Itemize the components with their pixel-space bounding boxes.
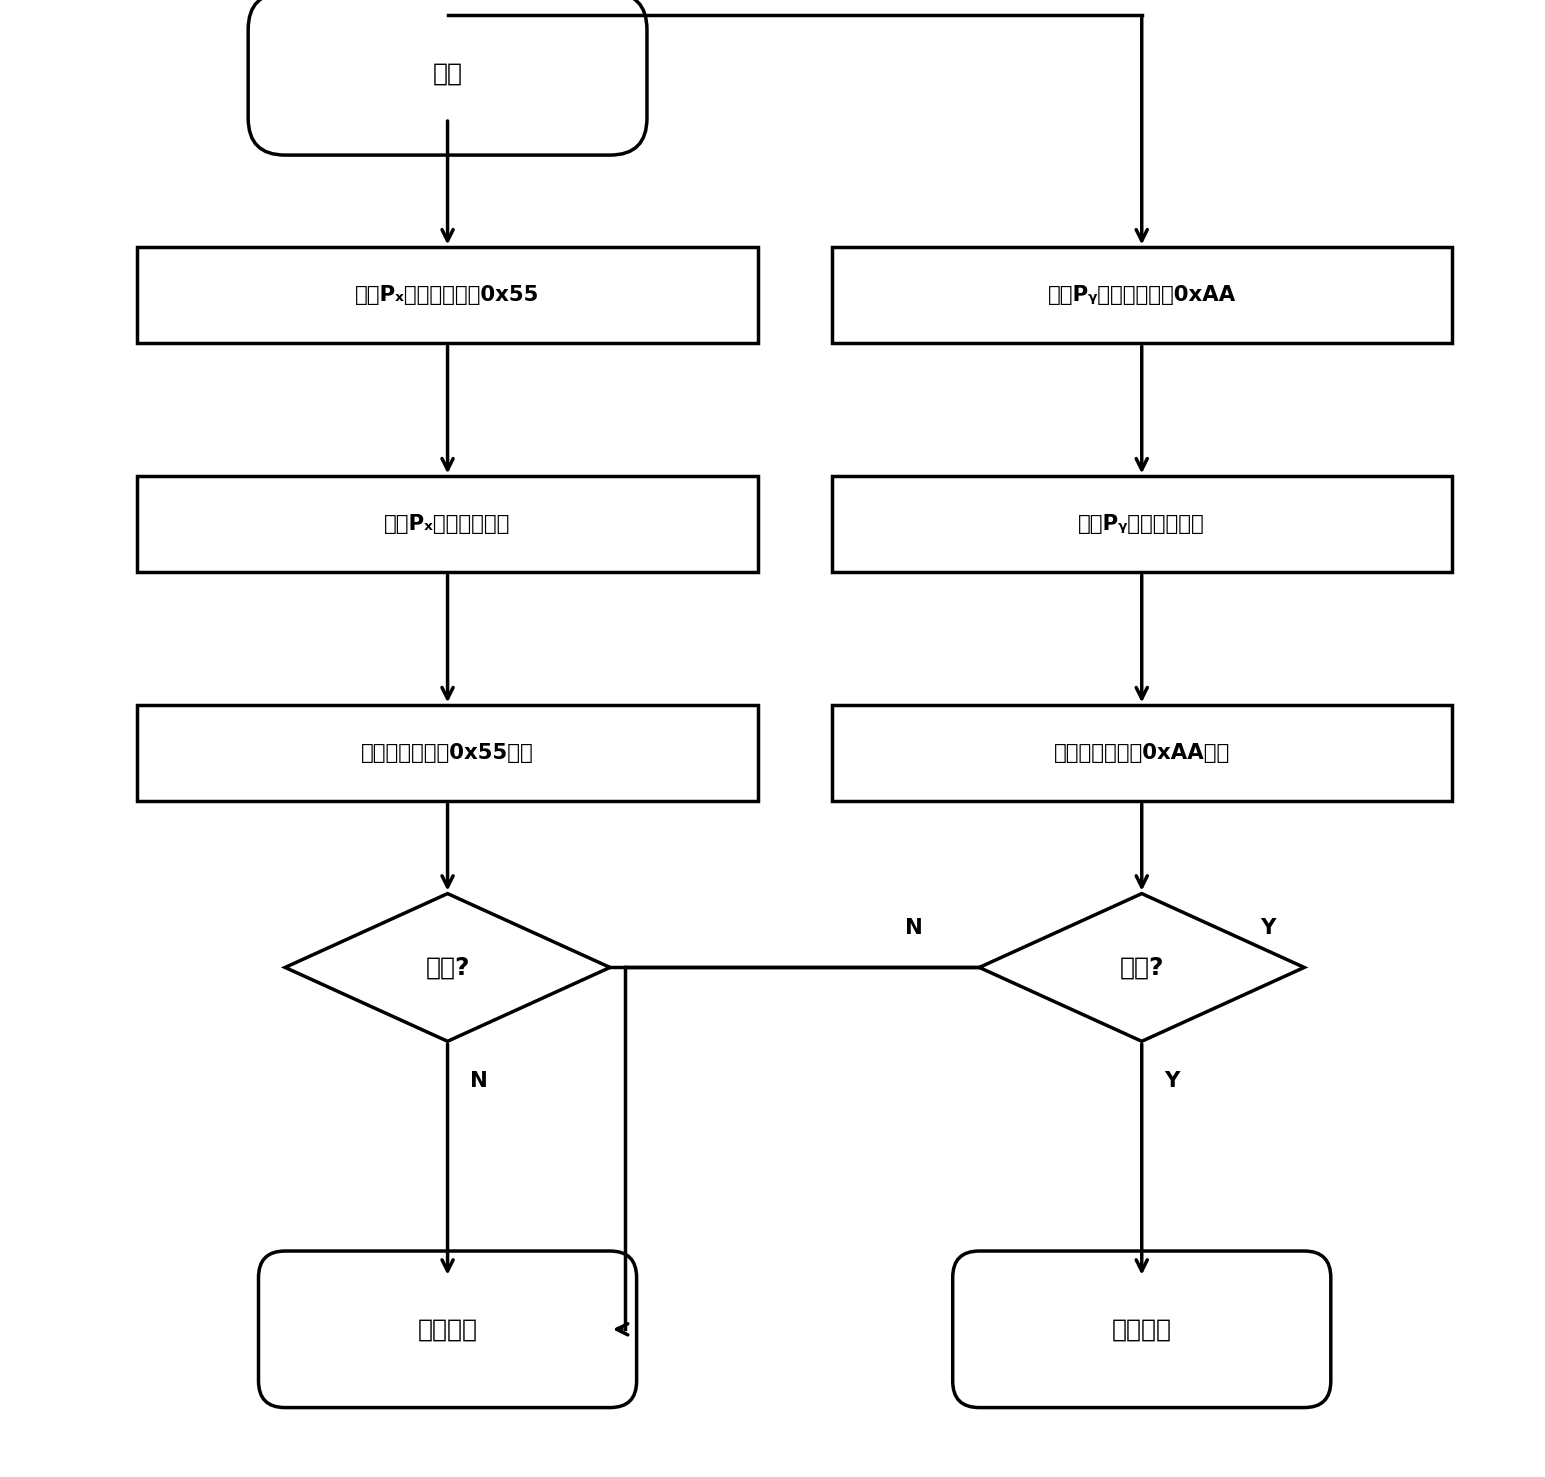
Text: 向第Pᵧ块空间写数据0xAA: 向第Pᵧ块空间写数据0xAA xyxy=(1048,285,1236,306)
Polygon shape xyxy=(286,894,610,1041)
FancyBboxPatch shape xyxy=(831,248,1452,343)
FancyBboxPatch shape xyxy=(138,706,757,801)
Text: N: N xyxy=(905,917,924,938)
Text: 相等?: 相等? xyxy=(425,956,470,979)
Text: 将读到的数据与0xAA比较: 将读到的数据与0xAA比较 xyxy=(1054,743,1230,764)
FancyBboxPatch shape xyxy=(953,1251,1330,1408)
FancyBboxPatch shape xyxy=(138,248,757,343)
FancyBboxPatch shape xyxy=(831,706,1452,801)
Text: N: N xyxy=(470,1071,488,1092)
Text: 开始: 开始 xyxy=(433,62,462,86)
Text: Y: Y xyxy=(1259,917,1276,938)
FancyBboxPatch shape xyxy=(138,476,757,572)
Polygon shape xyxy=(980,894,1304,1041)
Text: 读第Pₓ块空间的数据: 读第Pₓ块空间的数据 xyxy=(385,514,511,535)
Text: 向第Pₓ块空间写数据0x55: 向第Pₓ块空间写数据0x55 xyxy=(355,285,539,306)
FancyBboxPatch shape xyxy=(831,476,1452,572)
Text: 将读到的数据与0x55比较: 将读到的数据与0x55比较 xyxy=(362,743,535,764)
FancyBboxPatch shape xyxy=(258,1251,637,1408)
Text: 测试成功: 测试成功 xyxy=(1112,1317,1171,1341)
FancyBboxPatch shape xyxy=(249,0,647,155)
Text: Y: Y xyxy=(1163,1071,1179,1092)
Text: 测试失败: 测试失败 xyxy=(417,1317,477,1341)
Text: 读第Pᵧ块空间的数据: 读第Pᵧ块空间的数据 xyxy=(1078,514,1205,535)
Text: 相等?: 相等? xyxy=(1120,956,1163,979)
